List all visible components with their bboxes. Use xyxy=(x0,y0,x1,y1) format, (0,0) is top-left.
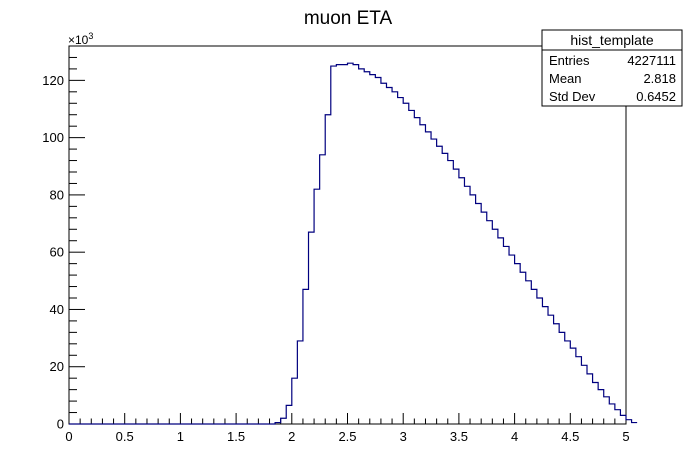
stats-entries-value: 4227111 xyxy=(627,53,676,68)
x-tick-label: 4.5 xyxy=(561,429,579,444)
stats-box-frame xyxy=(541,29,683,107)
x-tick-label: 2 xyxy=(288,429,295,444)
histogram-line xyxy=(69,62,638,425)
x-tick-label: 0 xyxy=(65,429,72,444)
stats-entries-label: Entries xyxy=(549,53,590,68)
stats-stddev-value: 0.6452 xyxy=(636,89,676,104)
x-tick-label: 2.5 xyxy=(338,429,356,444)
stats-mean-value: 2.818 xyxy=(643,71,676,86)
y-tick-label: 120 xyxy=(42,73,64,88)
x-tick-label: 3 xyxy=(400,429,407,444)
y-tick-label: 100 xyxy=(42,130,64,145)
x-tick-label: 3.5 xyxy=(450,429,468,444)
y-scale-exponent: 3 xyxy=(88,31,93,41)
y-tick-label: 80 xyxy=(50,187,64,202)
axis-ticks xyxy=(68,45,627,425)
y-tick-label: 20 xyxy=(50,359,64,374)
stats-box-title: hist_template xyxy=(570,32,653,48)
x-tick-label: 1.5 xyxy=(227,429,245,444)
x-tick-label: 4 xyxy=(511,429,518,444)
y-tick-label: 60 xyxy=(50,245,64,260)
x-tick-label: 0.5 xyxy=(116,429,134,444)
axis-tick-labels: 0 0.5 1 1.5 2 2.5 3 3.5 4 4.5 5 0 20 40 60 80 100 120 xyxy=(42,73,629,444)
y-tick-label: 0 xyxy=(57,417,64,432)
stats-stddev-label: Std Dev xyxy=(549,89,596,104)
y-tick-label: 40 xyxy=(50,302,64,317)
stats-box: hist_template Entries 4227111 Mean 2.818… xyxy=(541,29,683,107)
stats-mean-label: Mean xyxy=(549,71,582,86)
x-tick-label: 5 xyxy=(622,429,629,444)
y-scale-label: ×103 xyxy=(68,31,93,47)
chart-title: muon ETA xyxy=(304,8,393,29)
x-tick-label: 1 xyxy=(177,429,184,444)
